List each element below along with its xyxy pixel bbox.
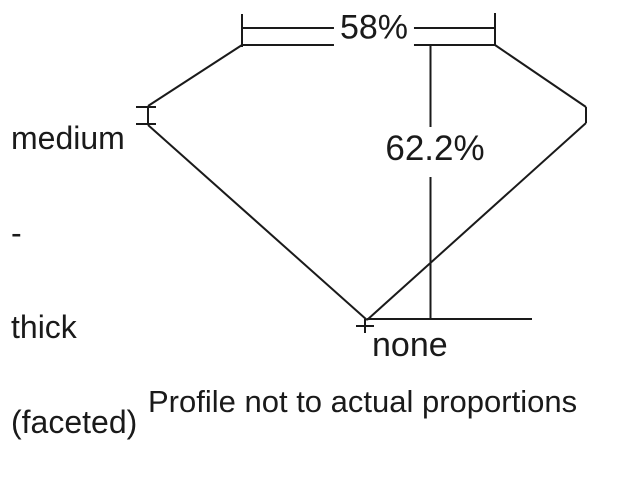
pavilion-facet-left	[147, 124, 368, 321]
crown-facet-left	[147, 44, 243, 107]
diamond-profile-diagram: medium - thick (faceted) 58% 62.2% none …	[11, 8, 587, 437]
diagram-caption: Profile not to actual proportions	[148, 384, 578, 419]
culet-label: none	[372, 326, 448, 364]
girdle-label-line-3: thick	[11, 309, 77, 345]
girdle-thickness-label: medium - thick (faceted)	[11, 60, 137, 501]
diamond-profile-outline	[136, 13, 587, 333]
girdle-label-line-2: -	[11, 214, 22, 251]
table-percent-label: 58%	[333, 8, 415, 48]
depth-percent-label: 62.2%	[381, 127, 489, 177]
girdle-label-line-1: medium	[11, 120, 125, 156]
girdle-label-line-4: (faceted)	[11, 403, 138, 440]
crown-facet-right	[494, 44, 587, 108]
pavilion-facet-right	[366, 122, 587, 321]
